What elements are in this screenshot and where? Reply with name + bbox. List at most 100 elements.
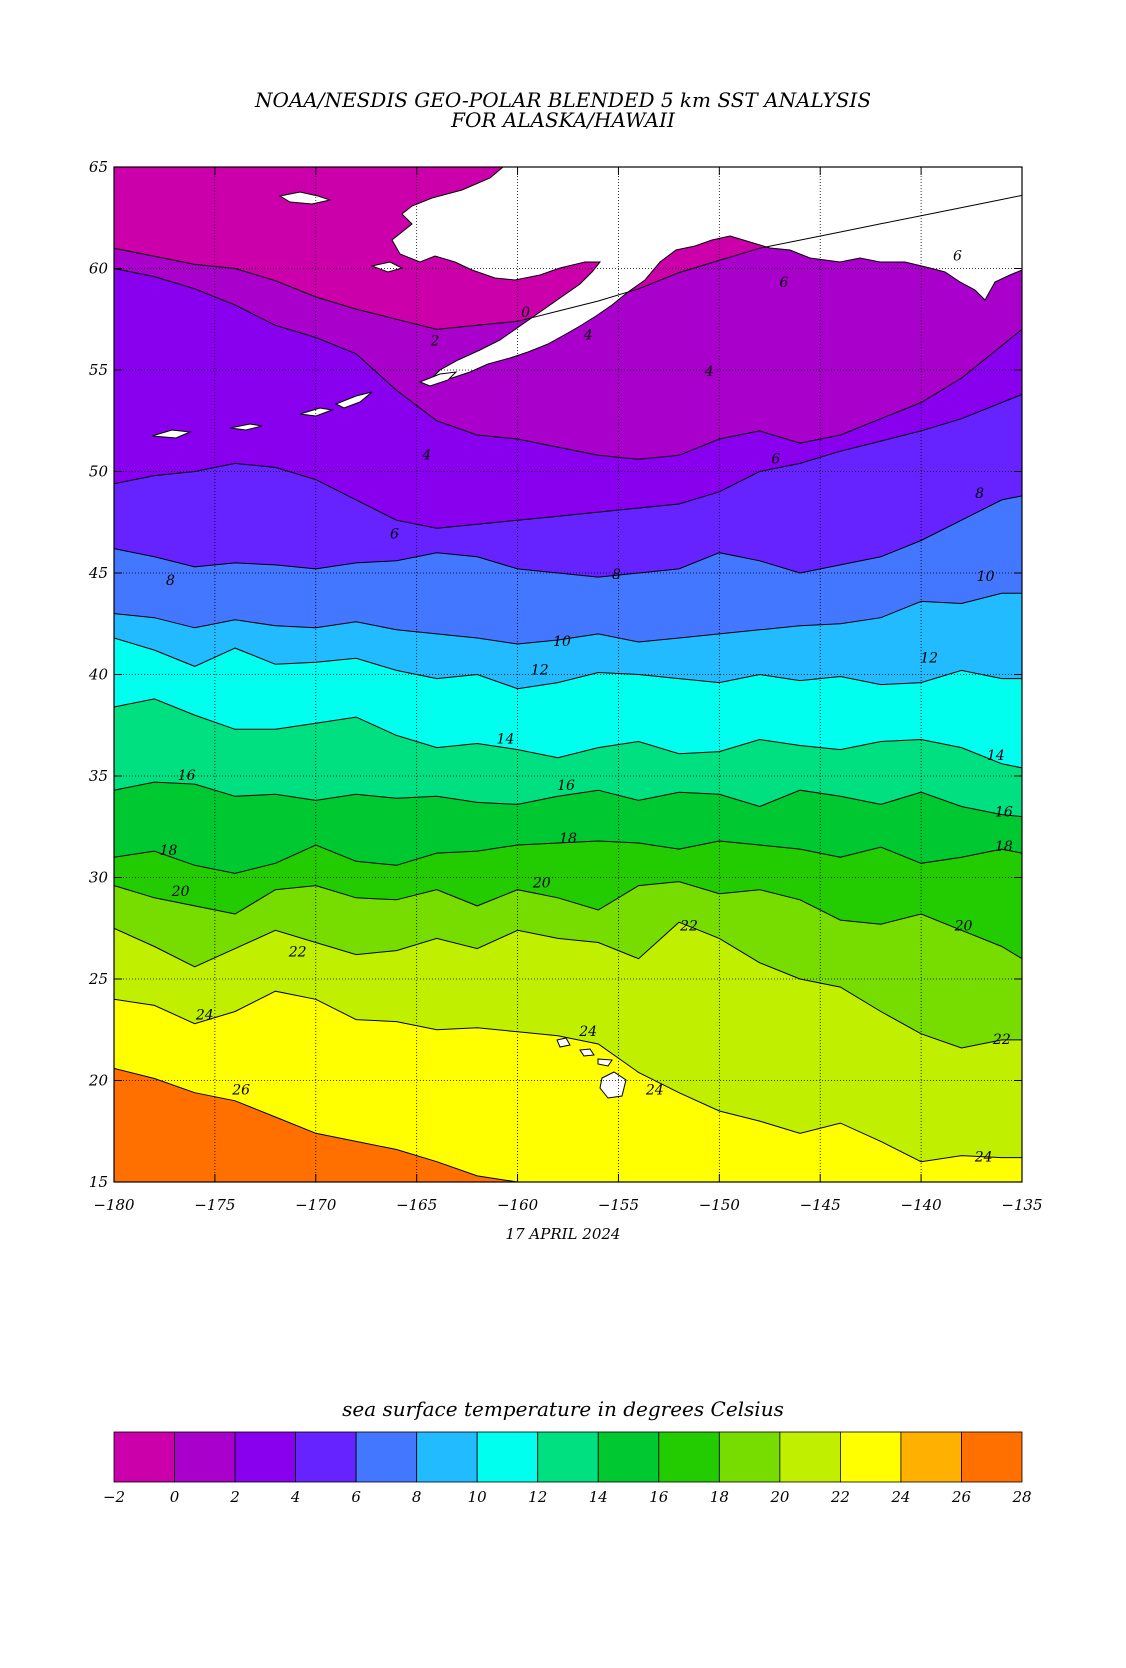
contour-label-6: 6 (779, 275, 788, 291)
colorbar-tick-label: 10 (468, 1488, 488, 1506)
colorbar-tick-label: 20 (769, 1488, 790, 1506)
contour-label-4: 4 (704, 364, 714, 380)
isotherm-4 (114, 268, 1022, 460)
axis-tick-labels: −180 −175 −170 −165 −160 −155 −150 −145 −140 −135… (88, 158, 1043, 1214)
isotherm-18 (114, 840, 1022, 874)
colorbar-tick-label: 14 (589, 1488, 608, 1506)
contour-label-22: 22 (288, 945, 307, 961)
contour-label-6: 6 (771, 451, 780, 467)
isotherm-24 (114, 990, 1022, 1163)
colorbar-swatch (779, 1431, 841, 1483)
isotherm-8 (114, 495, 1022, 578)
contour-label-0: 0 (521, 305, 530, 321)
contour-label-14: 14 (987, 748, 1005, 764)
colorbar-swatch (355, 1431, 418, 1483)
contour-label-18: 18 (160, 843, 178, 859)
lon-tick-label: −175 (194, 1196, 235, 1214)
isotherm-2 (114, 194, 1022, 330)
contour-label-18: 18 (995, 839, 1013, 855)
colorbar-tick-label: 6 (351, 1488, 361, 1506)
colorbar-tick-label: 2 (229, 1488, 240, 1506)
contour-label-24: 24 (645, 1083, 664, 1099)
contour-label-8: 8 (166, 573, 175, 589)
colorbar-tick-label: 22 (830, 1488, 850, 1506)
colorbar-tick-label: 16 (649, 1488, 669, 1506)
contour-label-2: 2 (429, 334, 439, 350)
contour-label-16: 16 (995, 805, 1013, 821)
contour-label-24: 24 (578, 1024, 597, 1040)
lon-tick-label: −160 (497, 1196, 539, 1214)
lon-tick-label: −135 (1001, 1196, 1042, 1214)
contour-label-6: 6 (953, 248, 962, 264)
lon-tick-label: −150 (699, 1196, 741, 1214)
contour-label-16: 16 (178, 768, 196, 784)
colorbar-swatch (900, 1431, 962, 1483)
colorbar-swatch (840, 1431, 902, 1483)
st-lawrence-island (278, 191, 332, 205)
isotherm-12 (114, 637, 1022, 690)
colorbar-swatch (476, 1431, 539, 1483)
contour-label-8: 8 (612, 567, 621, 583)
contour-label-4: 4 (583, 328, 593, 344)
lat-tick-label: 15 (89, 1173, 108, 1191)
lat-tick-label: 40 (88, 666, 109, 684)
lon-tick-label: −170 (295, 1196, 337, 1214)
colorbar-swatch (718, 1431, 781, 1483)
contour-label-20: 20 (171, 884, 190, 900)
colorbar-tick-label: −2 (103, 1488, 125, 1506)
contour-label-20: 20 (532, 876, 551, 892)
title-line-2: FOR ALASKA/HAWAII (451, 108, 675, 132)
contour-label-26: 26 (231, 1083, 250, 1099)
colorbar-swatch (658, 1431, 720, 1483)
contour-label-10: 10 (977, 569, 995, 585)
colorbar-title: sea surface temperature in degrees Celsi… (342, 1397, 784, 1421)
isotherm-16 (114, 781, 1022, 818)
lat-tick-label: 35 (89, 767, 108, 785)
contour-label-4: 4 (421, 447, 431, 463)
isotherm-10 (114, 592, 1022, 645)
lat-tick-label: 50 (89, 463, 109, 481)
lat-tick-label: 60 (89, 260, 109, 278)
colorbar-tick-label: 12 (528, 1488, 547, 1506)
contour-label-12: 12 (920, 650, 938, 666)
contour-label-12: 12 (531, 663, 549, 679)
contour-label-18: 18 (559, 831, 577, 847)
contour-label-22: 22 (992, 1032, 1011, 1048)
lon-tick-label: −145 (800, 1196, 841, 1214)
lat-tick-label: 30 (89, 869, 109, 887)
hawaii-islands (556, 1037, 627, 1099)
contour-label-16: 16 (557, 778, 575, 794)
isotherm-20 (114, 881, 1022, 960)
colorbar: −2 0 2 4 6 8 10 12 14 16 18 20 22 24 26 28 (103, 1431, 1032, 1506)
colorbar-tick-label: 4 (290, 1488, 301, 1506)
plot-frame (113, 166, 1023, 1183)
lon-tick-label: −165 (396, 1196, 437, 1214)
contour-label-24: 24 (974, 1150, 993, 1166)
lon-tick-label: −180 (93, 1196, 135, 1214)
contour-label-10: 10 (553, 634, 571, 650)
alaska-land (391, 167, 1022, 381)
contour-label-14: 14 (497, 732, 515, 748)
colorbar-tick-label: 18 (710, 1488, 729, 1506)
lat-tick-label: 25 (88, 970, 108, 988)
lat-tick-label: 45 (88, 564, 108, 582)
isotherm-26 (114, 1067, 1022, 1182)
analysis-date: 17 APRIL 2024 (505, 1225, 621, 1243)
lon-tick-label: −140 (901, 1196, 943, 1214)
aleutian-islands (151, 371, 458, 439)
lat-tick-label: 55 (89, 361, 108, 379)
colorbar-swatch (597, 1431, 660, 1483)
colorbar-swatch (295, 1431, 357, 1483)
colorbar-tick-label: 28 (1011, 1488, 1031, 1506)
land-mask (151, 167, 1022, 1099)
colorbar-swatch (234, 1431, 296, 1483)
isotherm-lines (114, 194, 1022, 1182)
isotherm-6 (114, 393, 1022, 529)
isotherm-22 (114, 921, 1022, 1049)
contour-label-6: 6 (390, 526, 399, 542)
nunivak-island (370, 261, 404, 273)
colorbar-tick-label: 26 (951, 1488, 972, 1506)
colorbar-swatch (416, 1431, 478, 1483)
